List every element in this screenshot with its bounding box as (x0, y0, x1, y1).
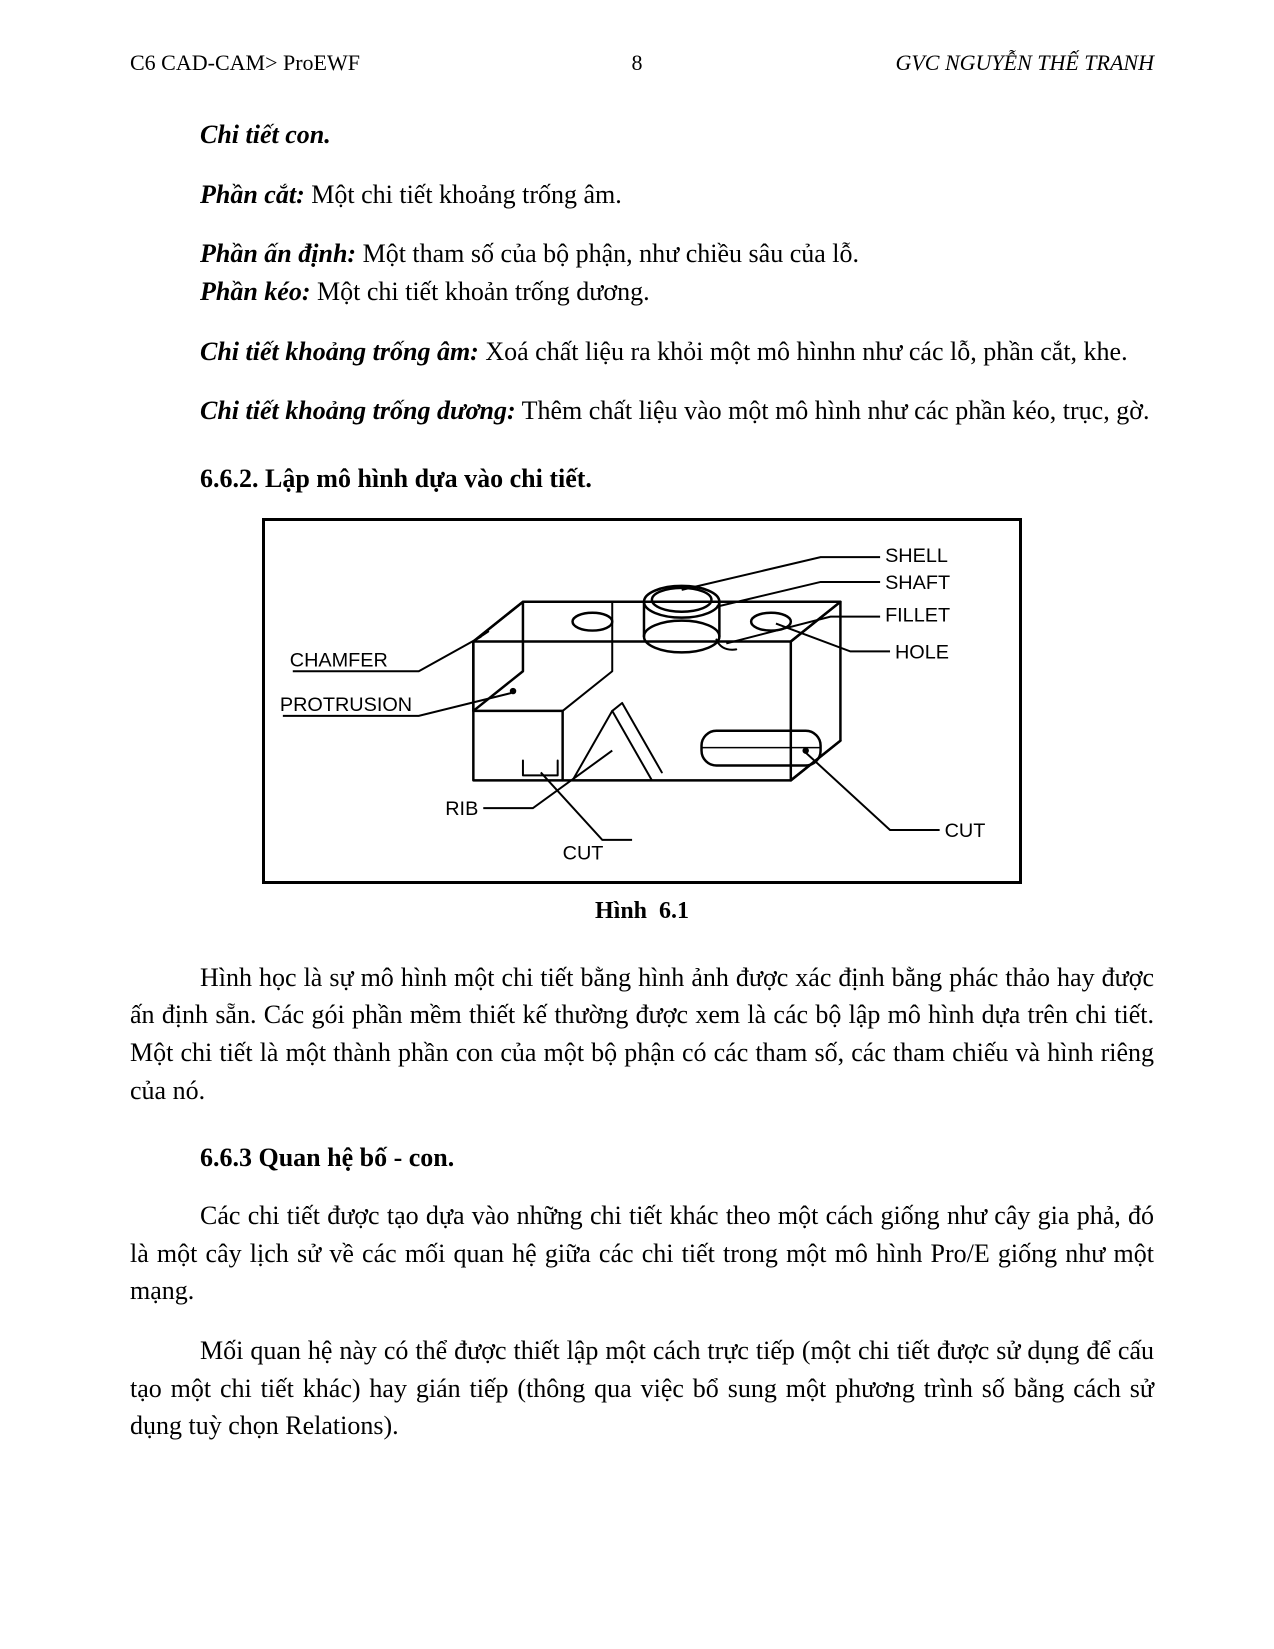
definition-phan-keo: Phần kéo: Một chi tiết khoản trống dương… (130, 273, 1154, 311)
page-header: C6 CAD-CAM> ProEWF 8 GVC NGUYỄN THẾ TRAN… (130, 50, 1154, 76)
caption-number: 6.1 (659, 898, 689, 924)
definition-phan-cat: Phần cắt: Một chi tiết khoảng trống âm. (130, 176, 1154, 214)
definition-khoang-trong-am: Chi tiết khoảng trống âm: Xoá chất liệu … (130, 333, 1154, 371)
body-paragraph-1: Hình học là sự mô hình một chi tiết bằng… (130, 959, 1154, 1110)
figure-caption: Hình 6.1 (262, 894, 1022, 929)
label-protrusion: PROTRUSION (280, 694, 412, 716)
document-page: C6 CAD-CAM> ProEWF 8 GVC NGUYỄN THẾ TRAN… (0, 0, 1274, 1649)
heading-6-6-3: 6.6.3 Quan hệ bố - con. (200, 1139, 1154, 1177)
body-paragraph-3: Mối quan hệ này có thể được thiết lập mộ… (130, 1332, 1154, 1445)
figure-box: SHELL SHAFT FILLET HOLE CHAMFER PROTRUSI… (262, 518, 1022, 884)
label-shaft: SHAFT (885, 572, 950, 594)
term-text: Một chi tiết khoản trống dương. (311, 277, 650, 306)
definition-phan-an-dinh: Phần ấn định: Một tham số của bộ phận, n… (130, 235, 1154, 273)
header-left: C6 CAD-CAM> ProEWF (130, 50, 360, 76)
label-chamfer: CHAMFER (290, 649, 388, 671)
definition-khoang-trong-duong: Chi tiết khoảng trống dương: Thêm chất l… (130, 392, 1154, 430)
figure-6-1: SHELL SHAFT FILLET HOLE CHAMFER PROTRUSI… (262, 518, 1022, 929)
term-text: Một chi tiết khoảng trống âm. (305, 180, 622, 209)
page-body: Chi tiết con. Phần cắt: Một chi tiết kho… (130, 116, 1154, 1445)
term-label: Phần cắt: (200, 180, 305, 209)
label-shell: SHELL (885, 545, 948, 567)
term-label: Chi tiết con. (200, 120, 331, 149)
label-fillet: FILLET (885, 604, 950, 626)
term-text: Thêm chất liệu vào một mô hình như các p… (516, 396, 1150, 425)
term-label: Chi tiết khoảng trống dương: (200, 396, 516, 425)
label-rib: RIB (445, 798, 478, 820)
heading-6-6-2: 6.6.2. Lập mô hình dựa vào chi tiết. (200, 460, 1154, 498)
page-number: 8 (632, 50, 643, 76)
label-cut-left: CUT (563, 843, 604, 865)
definition-chi-tiet-con: Chi tiết con. (130, 116, 1154, 154)
body-paragraph-2: Các chi tiết được tạo dựa vào những chi … (130, 1197, 1154, 1310)
term-text: Xoá chất liệu ra khỏi một mô hìnhn như c… (479, 337, 1128, 366)
term-label: Chi tiết khoảng trống âm: (200, 337, 479, 366)
term-label: Phần ấn định: (200, 239, 356, 268)
diagram-svg: SHELL SHAFT FILLET HOLE CHAMFER PROTRUSI… (265, 521, 1019, 881)
label-cut-right: CUT (945, 820, 986, 842)
term-label: Phần kéo: (200, 277, 311, 306)
label-hole: HOLE (895, 641, 949, 663)
term-text: Một tham số của bộ phận, như chiều sâu c… (356, 239, 859, 268)
header-right: GVC NGUYỄN THẾ TRANH (895, 50, 1154, 76)
caption-prefix: Hình (595, 898, 647, 924)
